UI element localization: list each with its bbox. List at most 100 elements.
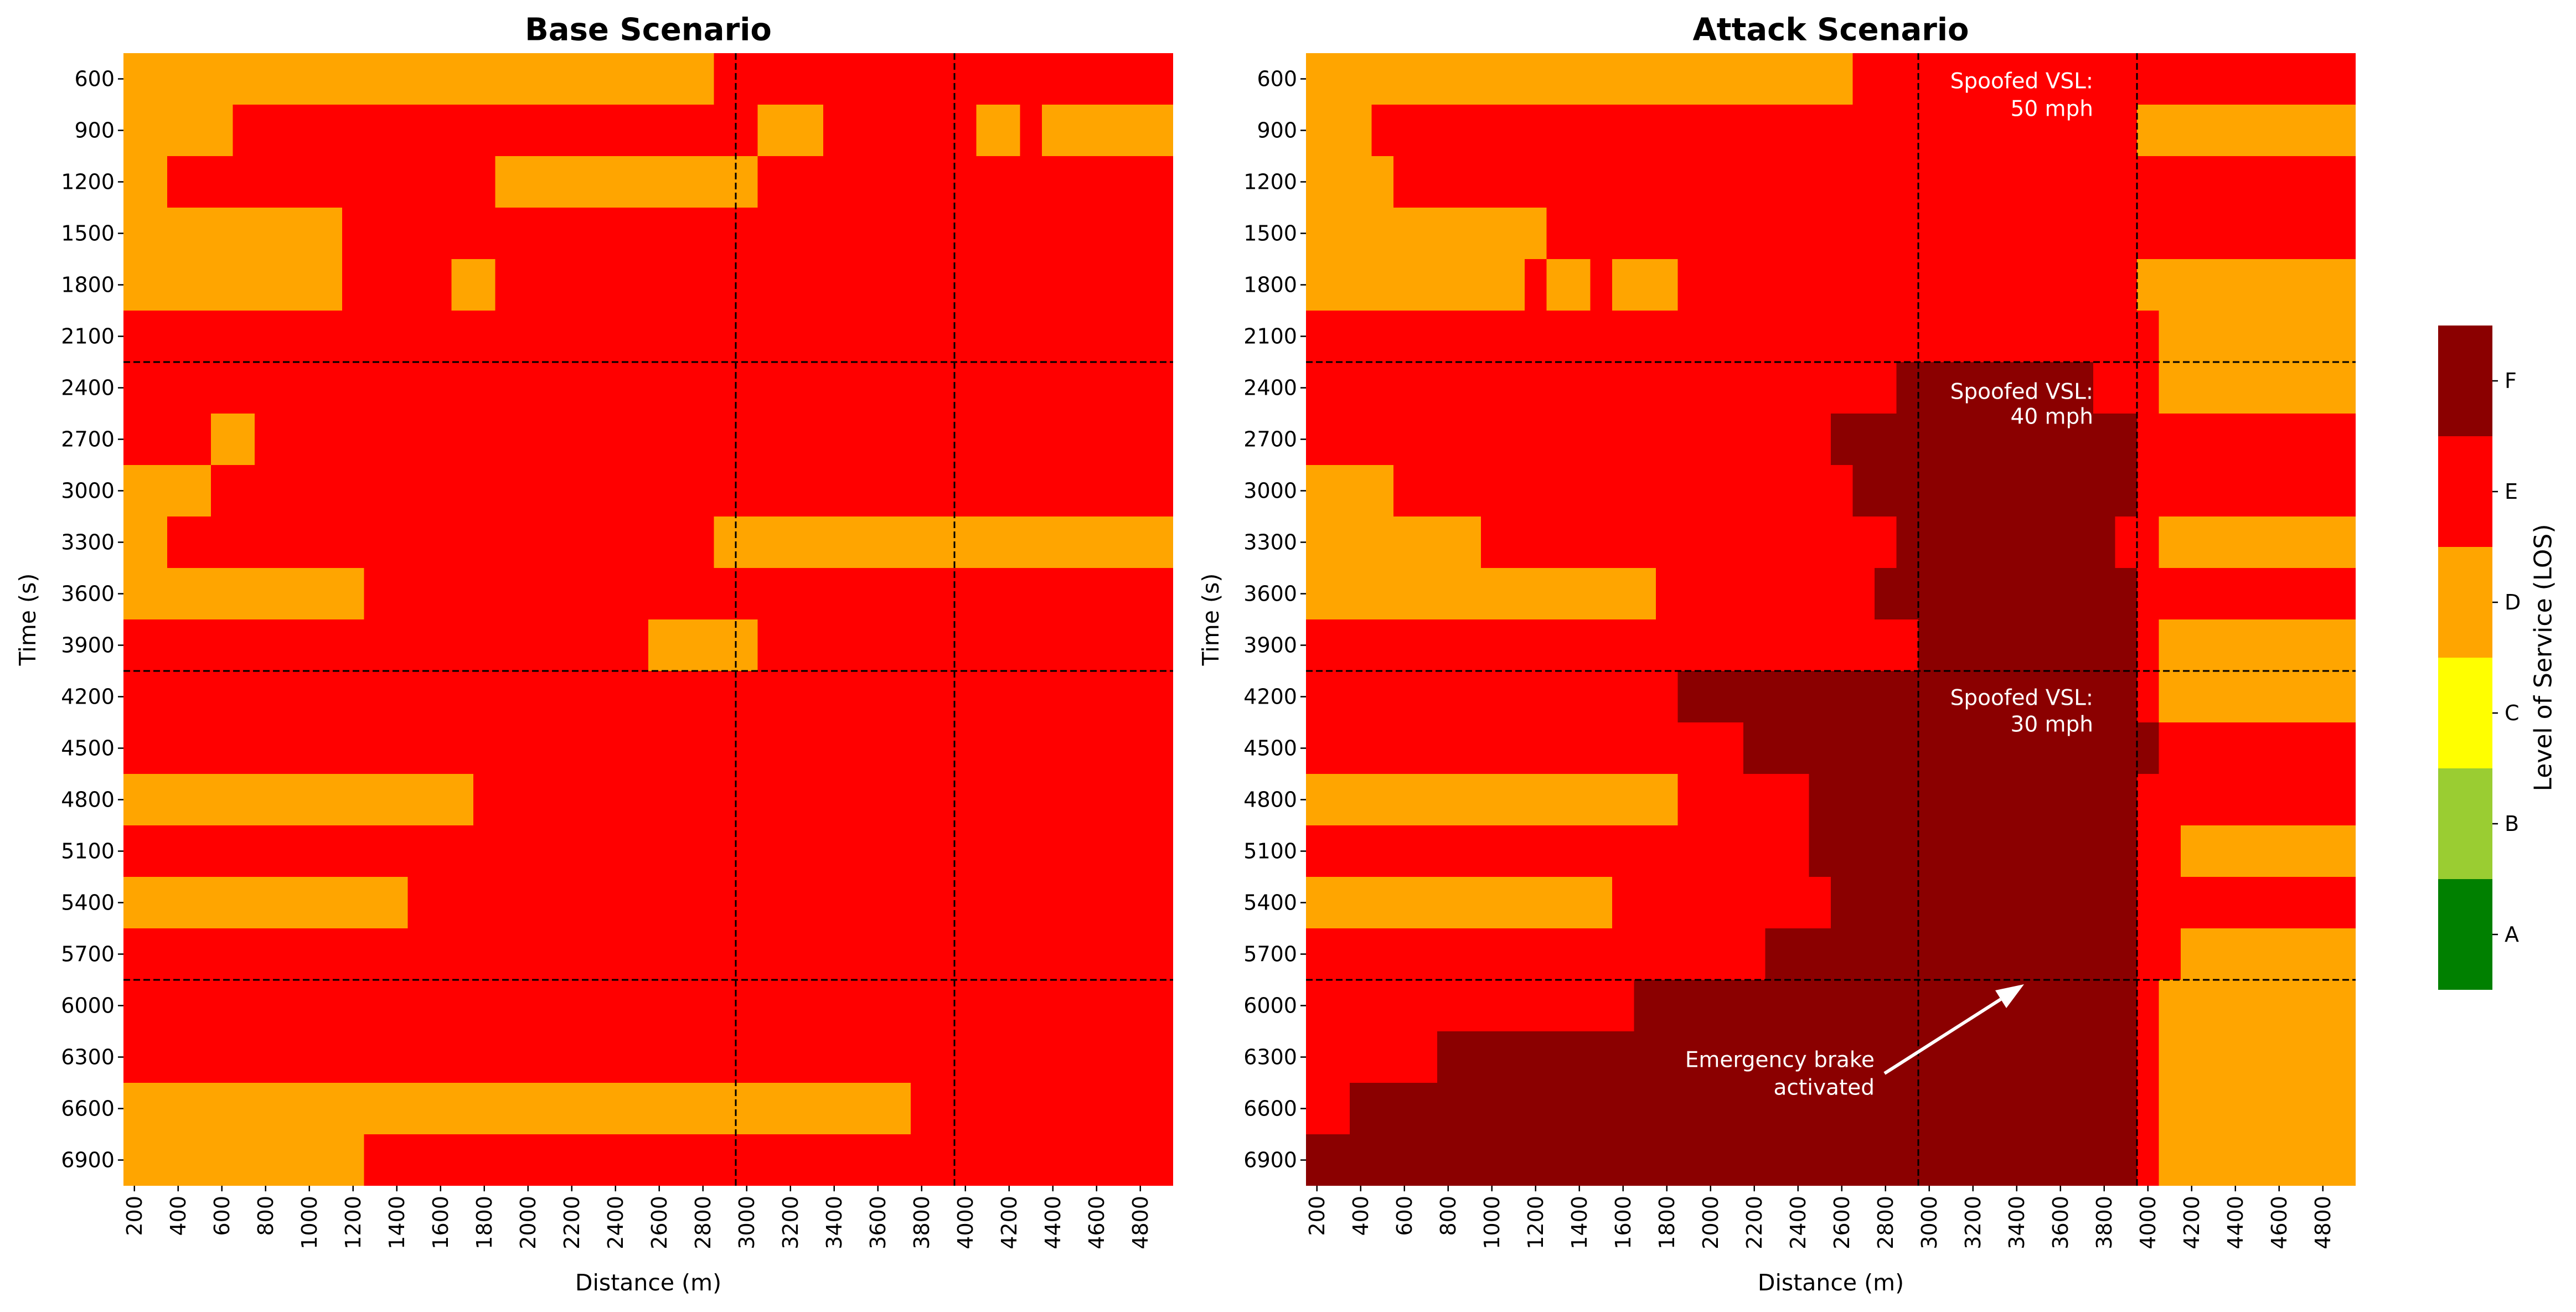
heatmap-cell bbox=[998, 53, 1020, 105]
heatmap-cell bbox=[954, 877, 977, 928]
heatmap-cell bbox=[1787, 105, 1809, 156]
heatmap-cell bbox=[626, 671, 648, 722]
heatmap-cell bbox=[342, 1031, 364, 1083]
heatmap-cell bbox=[1107, 516, 1129, 568]
heatmap-cell bbox=[1721, 671, 1743, 722]
heatmap-cell bbox=[364, 362, 386, 414]
heatmap-cell bbox=[2268, 362, 2290, 414]
heatmap-cell bbox=[123, 1083, 146, 1134]
heatmap-cell bbox=[255, 774, 277, 825]
heatmap-cell bbox=[714, 516, 736, 568]
heatmap-cell bbox=[2312, 414, 2334, 465]
heatmap-cell bbox=[626, 516, 648, 568]
heatmap-cell bbox=[1962, 774, 1984, 825]
heatmap-cell bbox=[1393, 568, 1416, 619]
heatmap-cell bbox=[1896, 53, 1918, 105]
heatmap-cell bbox=[1765, 877, 1787, 928]
heatmap-cell bbox=[801, 208, 823, 259]
heatmap-cell bbox=[233, 465, 255, 516]
x-tick-label: 4000 bbox=[953, 1196, 978, 1249]
heatmap-cell bbox=[1765, 414, 1787, 465]
heatmap-cell bbox=[582, 1134, 605, 1186]
heatmap-cell bbox=[1677, 671, 1700, 722]
heatmap-cell bbox=[1481, 105, 1503, 156]
heatmap-cell bbox=[670, 980, 692, 1031]
heatmap-cell bbox=[2334, 516, 2356, 568]
heatmap-cell bbox=[1984, 311, 2006, 362]
heatmap-cell bbox=[2312, 105, 2334, 156]
heatmap-cell bbox=[670, 619, 692, 671]
heatmap-cell bbox=[998, 671, 1020, 722]
heatmap-cell bbox=[1568, 259, 1591, 311]
heatmap-cell bbox=[1656, 671, 1678, 722]
heatmap-cell bbox=[1481, 208, 1503, 259]
heatmap-cell bbox=[954, 722, 977, 774]
heatmap-cell bbox=[189, 53, 211, 105]
heatmap-cell bbox=[517, 156, 539, 208]
heatmap-cell bbox=[451, 980, 473, 1031]
heatmap-cell bbox=[1940, 877, 1962, 928]
heatmap-cell bbox=[1743, 568, 1765, 619]
heatmap-cell bbox=[2159, 568, 2181, 619]
heatmap-cell bbox=[255, 465, 277, 516]
heatmap-cell bbox=[211, 516, 233, 568]
heatmap-cell bbox=[407, 1083, 430, 1134]
heatmap-cell bbox=[517, 980, 539, 1031]
heatmap-cell bbox=[648, 671, 670, 722]
heatmap-cell bbox=[801, 156, 823, 208]
heatmap-cell bbox=[911, 53, 933, 105]
heatmap-cell bbox=[1350, 208, 1372, 259]
heatmap-cell bbox=[1940, 362, 1962, 414]
heatmap-cell bbox=[2268, 105, 2290, 156]
heatmap-cell bbox=[1677, 877, 1700, 928]
heatmap-cell bbox=[561, 1083, 583, 1134]
heatmap-cell bbox=[1350, 516, 1372, 568]
heatmap-cell bbox=[1918, 465, 1940, 516]
heatmap-cell bbox=[1896, 568, 1918, 619]
heatmap-cell bbox=[298, 928, 321, 980]
heatmap-cell bbox=[1634, 619, 1656, 671]
heatmap-cell bbox=[517, 1134, 539, 1186]
heatmap-cell bbox=[932, 980, 954, 1031]
heatmap-cell bbox=[233, 53, 255, 105]
heatmap-cell bbox=[1918, 259, 1940, 311]
heatmap-cell bbox=[801, 774, 823, 825]
heatmap-cell bbox=[845, 671, 867, 722]
heatmap-cell bbox=[1086, 774, 1108, 825]
heatmap-cell bbox=[1151, 516, 1173, 568]
heatmap-cell bbox=[276, 516, 298, 568]
heatmap-cell bbox=[211, 1083, 233, 1134]
heatmap-cell bbox=[1371, 208, 1393, 259]
heatmap-cell bbox=[189, 105, 211, 156]
heatmap-cell bbox=[1787, 774, 1809, 825]
heatmap-cell bbox=[1129, 465, 1152, 516]
heatmap-cell bbox=[2268, 208, 2290, 259]
heatmap-cell bbox=[276, 208, 298, 259]
heatmap-cell bbox=[1350, 722, 1372, 774]
heatmap-cell bbox=[1700, 568, 1722, 619]
heatmap-cell bbox=[473, 311, 495, 362]
heatmap-cell bbox=[2071, 619, 2093, 671]
heatmap-cell bbox=[320, 671, 342, 722]
heatmap-cell bbox=[255, 619, 277, 671]
heatmap-cell bbox=[867, 722, 889, 774]
heatmap-cell bbox=[1481, 516, 1503, 568]
heatmap-cell bbox=[911, 928, 933, 980]
heatmap-cell bbox=[123, 1134, 146, 1186]
heatmap-cell bbox=[889, 928, 911, 980]
heatmap-cell bbox=[2290, 105, 2312, 156]
colorbar-segment bbox=[2438, 658, 2492, 768]
heatmap-cell bbox=[1721, 619, 1743, 671]
heatmap-cell bbox=[998, 1031, 1020, 1083]
heatmap-cell bbox=[495, 156, 517, 208]
heatmap-attack-scenario: 6009001200150018002100240027003000330036… bbox=[1243, 53, 2356, 1249]
heatmap-cell bbox=[823, 619, 845, 671]
heatmap-cell bbox=[1350, 311, 1372, 362]
heatmap-cell bbox=[1020, 877, 1042, 928]
heatmap-cell bbox=[2006, 53, 2028, 105]
heatmap-cell bbox=[757, 311, 779, 362]
heatmap-cell bbox=[298, 877, 321, 928]
heatmap-cell bbox=[1831, 105, 1853, 156]
heatmap-cell bbox=[1831, 208, 1853, 259]
heatmap-cell bbox=[1765, 362, 1787, 414]
